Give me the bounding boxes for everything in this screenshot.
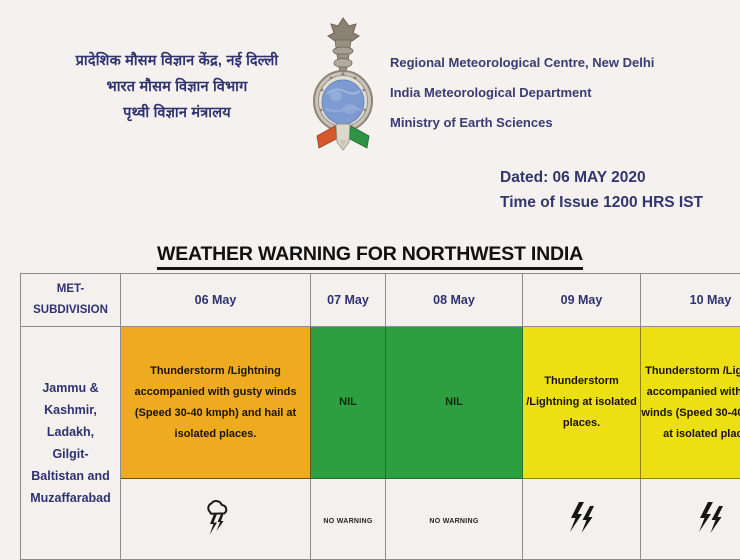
- hindi-line-2: भारत मौसम विज्ञान विभाग: [52, 74, 302, 100]
- column-header-07-may: 07 May: [311, 274, 386, 327]
- subdivision-line-3: Ladakh,: [21, 421, 120, 443]
- column-header-line-2: SUBDIVISION: [21, 300, 120, 321]
- warning-cell-10-may-line-1: Thunderstorm /Lightning: [641, 361, 740, 382]
- warning-cell-09-may: Thunderstorm /Lightning at isolated plac…: [523, 327, 641, 479]
- warning-cell-08-may: NIL: [386, 327, 523, 479]
- warning-cell-07-may: NIL: [311, 327, 386, 479]
- table-icon-row: NO WARNING NO WARNING: [21, 479, 740, 560]
- double-lightning-icon: [697, 500, 725, 534]
- thunderstorm-cloud-lightning-icon: [201, 497, 231, 537]
- warning-cell-10-may-line-4: at isolated places.: [641, 424, 740, 445]
- icon-cell-06-may: [121, 479, 311, 560]
- warning-cell-06-may: Thunderstorm /Lightning accompanied with…: [121, 327, 311, 479]
- icon-cell-08-may: NO WARNING: [386, 479, 523, 560]
- issue-date: Dated: 06 MAY 2020: [500, 165, 738, 190]
- met-subdivision-name: Jammu & Kashmir, Ladakh, Gilgit- Baltist…: [21, 327, 121, 560]
- page-title: WEATHER WARNING FOR NORTHWEST INDIA: [0, 243, 740, 270]
- subdivision-line-6: Muzaffarabad: [21, 487, 120, 509]
- english-line-3: Ministry of Earth Sciences: [390, 108, 654, 138]
- hindi-line-1: प्रादेशिक मौसम विज्ञान केंद्र, नई दिल्ली: [52, 48, 302, 74]
- page-title-text: WEATHER WARNING FOR NORTHWEST INDIA: [157, 243, 583, 270]
- icon-cell-10-may: [641, 479, 740, 560]
- english-line-2: India Meteorological Department: [390, 78, 654, 108]
- subdivision-line-2: Kashmir,: [21, 399, 120, 421]
- warning-cell-10-may-line-3: winds (Speed 30-40 kmph): [641, 403, 740, 424]
- no-warning-icon: NO WARNING: [323, 518, 372, 525]
- english-organisation-name: Regional Meteorological Centre, New Delh…: [390, 48, 654, 138]
- issue-time: Time of Issue 1200 HRS IST: [500, 190, 738, 215]
- table-header-row: MET- SUBDIVISION 06 May 07 May 08 May 09…: [21, 274, 740, 327]
- column-header-met-subdivision: MET- SUBDIVISION: [21, 274, 121, 327]
- hindi-line-3: पृथ्वी विज्ञान मंत्रालय: [52, 100, 302, 126]
- column-header-08-may: 08 May: [386, 274, 523, 327]
- icon-cell-07-may: NO WARNING: [311, 479, 386, 560]
- document-header: प्रादेशिक मौसम विज्ञान केंद्र, नई दिल्ली…: [0, 0, 740, 170]
- icon-cell-09-may: [523, 479, 641, 560]
- subdivision-line-1: Jammu &: [21, 377, 120, 399]
- hindi-organisation-name: प्रादेशिक मौसम विज्ञान केंद्र, नई दिल्ली…: [52, 48, 302, 126]
- warning-cell-10-may-line-2: accompanied with gusty: [641, 382, 740, 403]
- english-line-1: Regional Meteorological Centre, New Delh…: [390, 48, 654, 78]
- column-header-10-may: 10 May: [641, 274, 740, 327]
- subdivision-line-4: Gilgit-: [21, 443, 120, 465]
- table-row: Jammu & Kashmir, Ladakh, Gilgit- Baltist…: [21, 327, 740, 479]
- no-warning-icon: NO WARNING: [429, 518, 478, 525]
- column-header-line-1: MET-: [21, 279, 120, 300]
- subdivision-line-5: Baltistan and: [21, 465, 120, 487]
- double-lightning-icon: [568, 500, 596, 534]
- column-header-06-may: 06 May: [121, 274, 311, 327]
- weather-warning-table: MET- SUBDIVISION 06 May 07 May 08 May 09…: [20, 273, 740, 560]
- issue-info: Dated: 06 MAY 2020 Time of Issue 1200 HR…: [500, 165, 738, 215]
- warning-cell-10-may: Thunderstorm /Lightning accompanied with…: [641, 327, 740, 479]
- column-header-09-may: 09 May: [523, 274, 641, 327]
- india-meteorological-department-emblem: [305, 14, 381, 169]
